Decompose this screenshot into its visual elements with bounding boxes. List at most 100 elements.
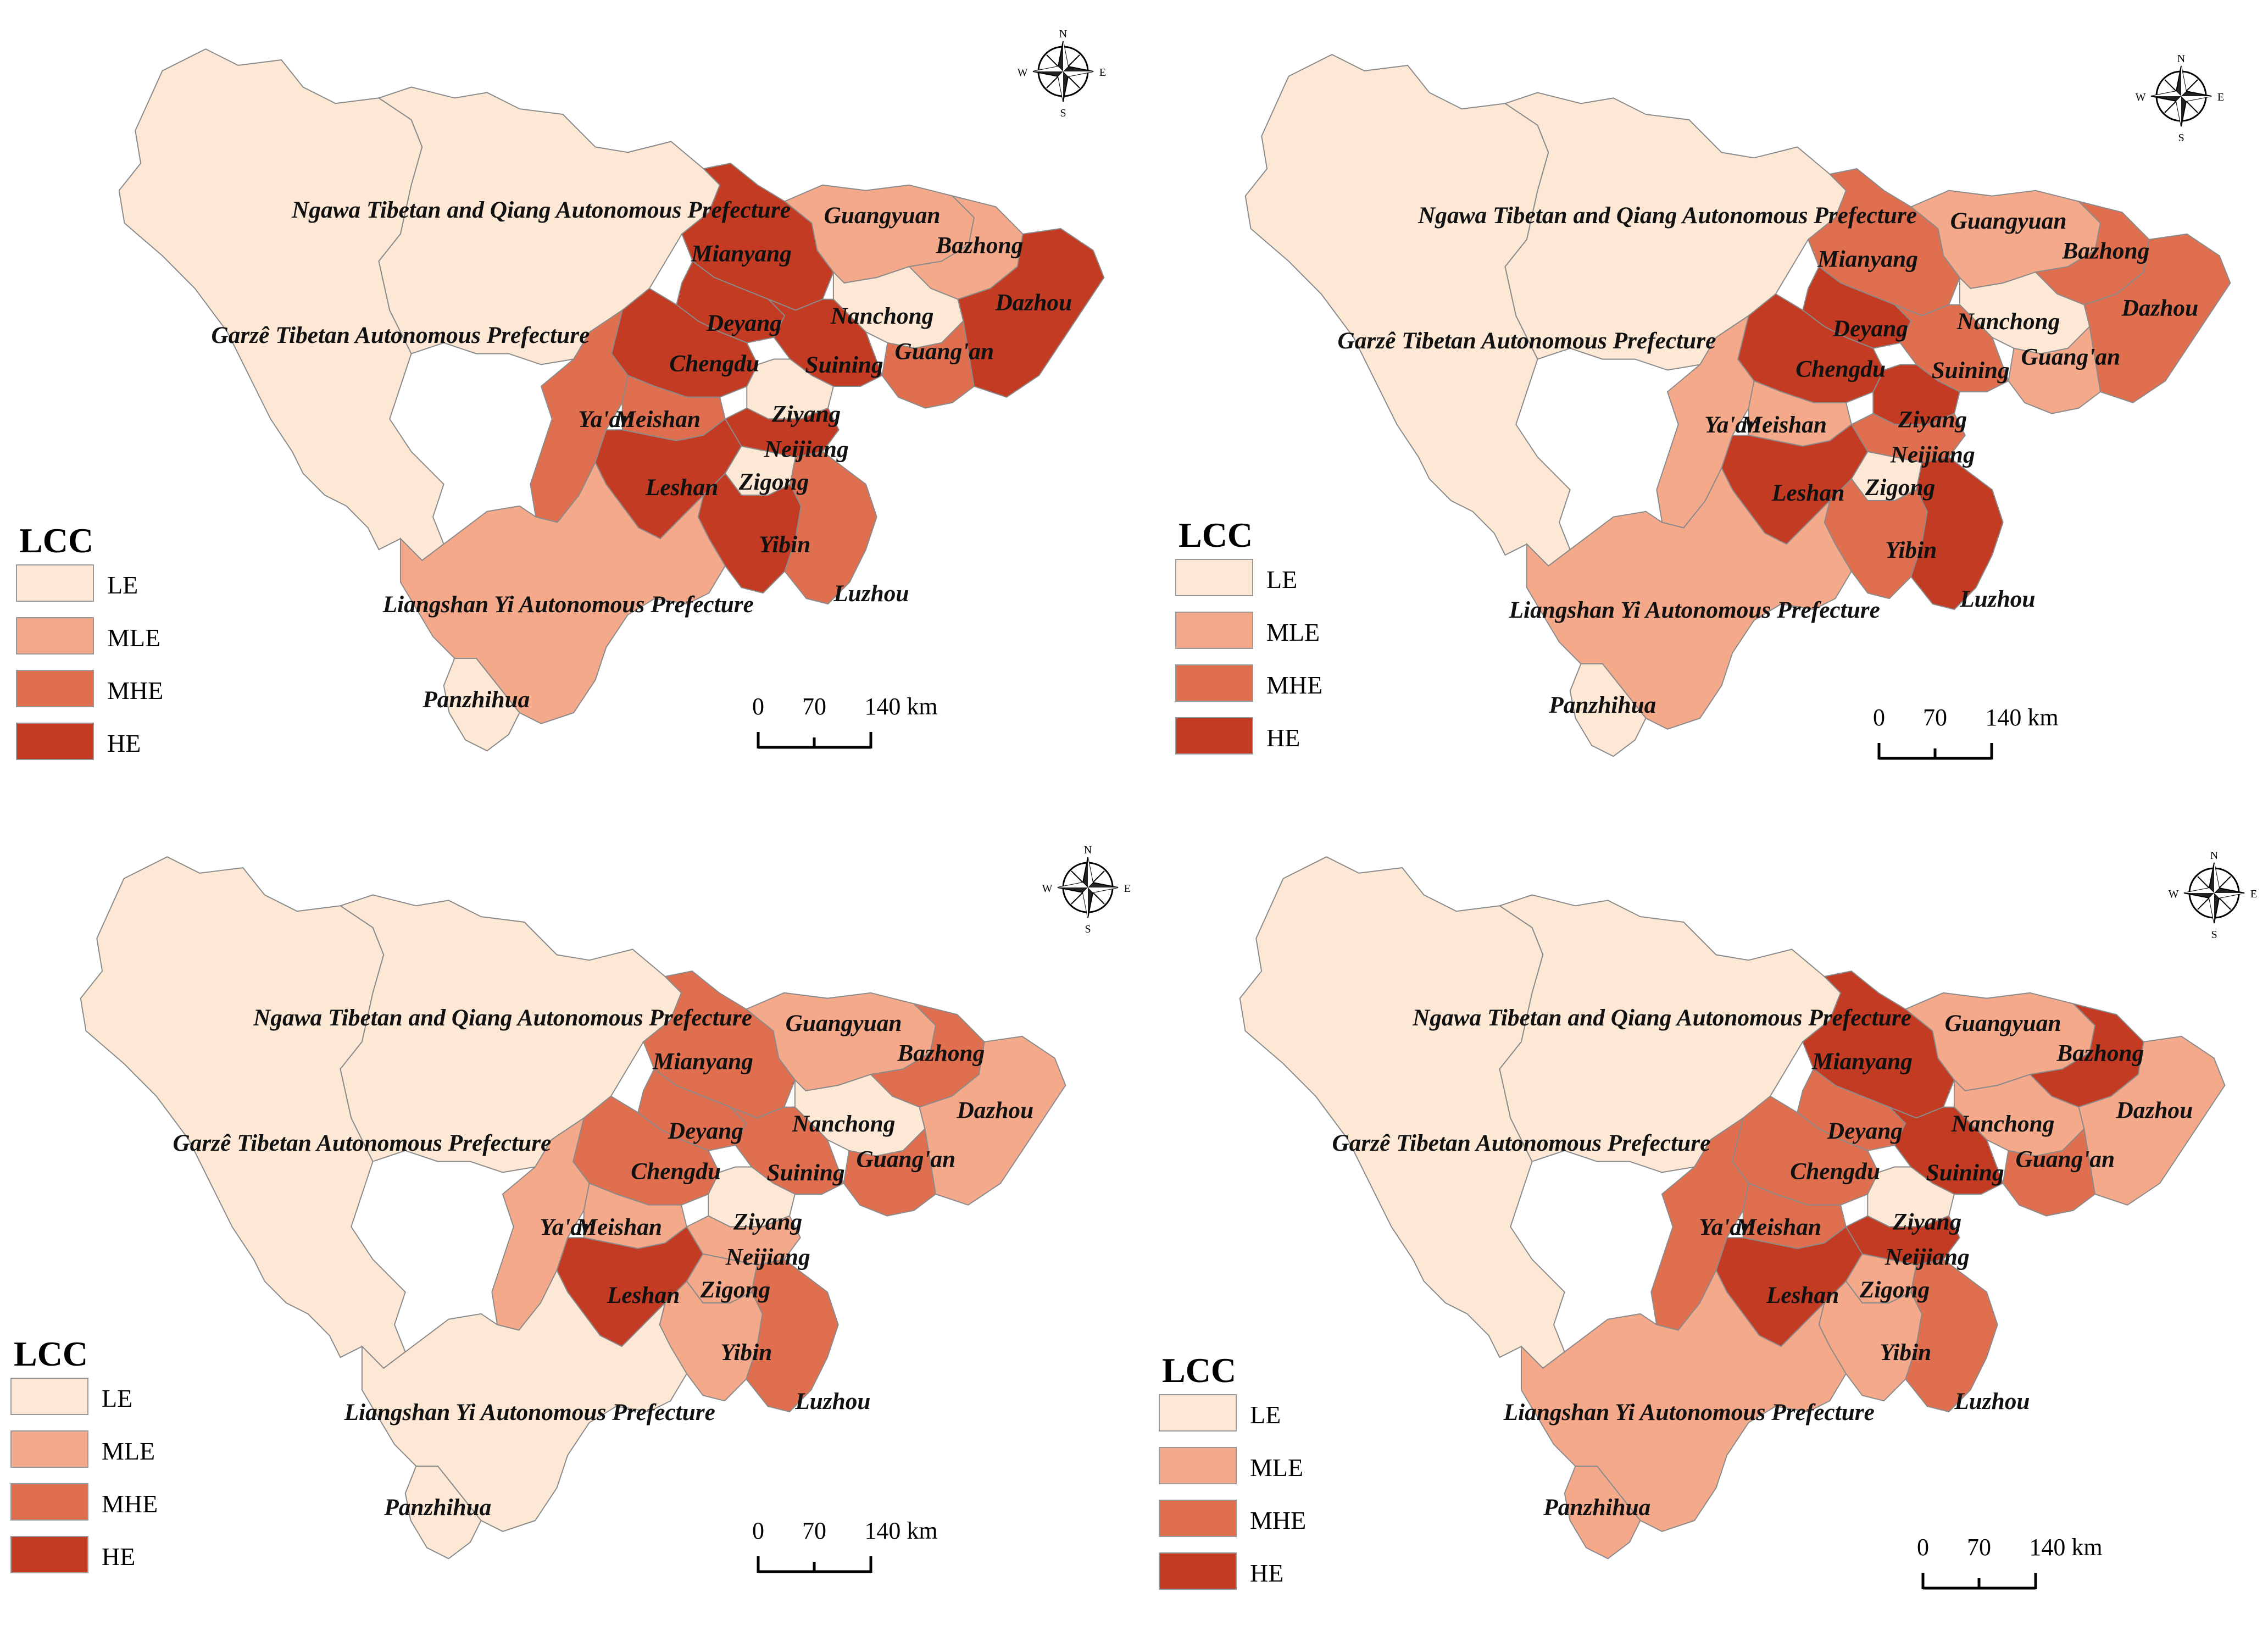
- scale-tick-label: 70: [1923, 704, 1947, 731]
- legend-swatch-mhe: [16, 670, 94, 707]
- legend-swatch-mle: [16, 617, 94, 654]
- compass-n-label: N: [2177, 53, 2185, 65]
- label-ngawa: Ngawa Tibetan and Qiang Autonomous Prefe…: [253, 1005, 752, 1031]
- scale-bar-line: [1921, 1573, 2037, 1590]
- label-meishan: Meishan: [1741, 412, 1827, 438]
- legend: LCC LE MLE MHE HE: [1159, 1351, 1306, 1590]
- legend-label-le: LE: [1250, 1401, 1281, 1429]
- label-panzhihua: Panzhihua: [383, 1494, 491, 1521]
- legend-swatch-mle: [10, 1430, 88, 1468]
- scale-tick-label: 0: [752, 1517, 764, 1544]
- label-guangyuan: Guangyuan: [1945, 1010, 2061, 1036]
- compass-e-label: E: [2217, 91, 2224, 103]
- legend-swatch-mhe: [1159, 1500, 1237, 1537]
- legend-label-mhe: MHE: [102, 1490, 158, 1518]
- legend-label-mhe: MHE: [1266, 671, 1322, 699]
- legend: LCC LE MLE MHE HE: [16, 521, 163, 760]
- compass-n-label: N: [1084, 844, 1092, 856]
- label-nanchong: Nanchong: [1951, 1111, 2055, 1137]
- legend-swatch-mhe: [10, 1483, 88, 1521]
- label-liangshan: Liangshan Yi Autonomous Prefecture: [1503, 1399, 1875, 1425]
- label-meishan: Meishan: [1735, 1214, 1822, 1240]
- label-chengdu: Chengdu: [1796, 356, 1886, 382]
- legend-swatch-he: [1159, 1552, 1237, 1590]
- compass-e-label: E: [2250, 888, 2257, 900]
- compass-s-label: S: [2211, 929, 2217, 941]
- label-guangan: Guang'an: [2021, 343, 2121, 370]
- region-guangan: [2008, 325, 2102, 414]
- label-zigong: Zigong: [1859, 1277, 1930, 1303]
- scale-tick-label: 0: [1917, 1534, 1929, 1561]
- legend-swatch-le: [16, 564, 94, 602]
- legend-swatch-le: [10, 1378, 88, 1415]
- region-suining: [768, 298, 883, 387]
- label-luzhou: Luzhou: [794, 1388, 870, 1414]
- compass-s-label: S: [1060, 107, 1066, 119]
- compass-s-label: S: [2178, 132, 2184, 144]
- label-liangshan: Liangshan Yi Autonomous Prefecture: [344, 1399, 715, 1425]
- label-yibin: Yibin: [1880, 1339, 1931, 1366]
- label-panzhihua: Panzhihua: [1548, 692, 1656, 718]
- compass-e-label: E: [1124, 883, 1131, 895]
- label-nanchong: Nanchong: [830, 303, 934, 329]
- label-suining: Suining: [1932, 357, 2010, 384]
- label-bazhong: Bazhong: [935, 232, 1023, 258]
- label-garze: Garzê Tibetan Autonomous Prefecture: [173, 1130, 551, 1156]
- region-deyang: [637, 1068, 747, 1151]
- region-panzhihua: [1564, 1466, 1641, 1560]
- label-suining: Suining: [805, 352, 883, 378]
- legend-swatch-mhe: [1175, 664, 1253, 702]
- legend-title: LCC: [14, 1334, 88, 1373]
- legend-swatch-he: [10, 1536, 88, 1573]
- map-panel-1: Ngawa Tibetan and Qiang Autonomous Prefe…: [118, 48, 1105, 752]
- label-deyang: Deyang: [1832, 315, 1908, 342]
- label-ziyang: Ziyang: [771, 401, 841, 427]
- legend-swatch-he: [16, 723, 94, 760]
- label-luzhou: Luzhou: [1959, 586, 2035, 612]
- label-dazhou: Dazhou: [2116, 1097, 2193, 1123]
- compass-s-label: S: [1085, 923, 1091, 935]
- label-mianyang: Mianyang: [652, 1048, 753, 1074]
- compass-n-label: N: [1059, 28, 1067, 40]
- legend-label-mle: MLE: [1266, 618, 1320, 646]
- label-chengdu: Chengdu: [631, 1158, 721, 1184]
- scale-bar: 0 70 140 km: [752, 1517, 938, 1573]
- label-luzhou: Luzhou: [833, 580, 909, 607]
- label-zigong: Zigong: [1865, 474, 1936, 501]
- legend-label-le: LE: [1266, 565, 1297, 593]
- scale-tick-label: 140 km: [1985, 704, 2058, 731]
- compass-w-label: W: [1042, 883, 1053, 895]
- compass-w-label: W: [1018, 66, 1028, 79]
- region-dazhou: [2083, 233, 2231, 403]
- label-garze: Garzê Tibetan Autonomous Prefecture: [211, 322, 590, 348]
- label-ngawa: Ngawa Tibetan and Qiang Autonomous Prefe…: [1412, 1005, 1911, 1031]
- label-suining: Suining: [767, 1160, 845, 1186]
- label-bazhong: Bazhong: [897, 1040, 985, 1066]
- label-leshan: Leshan: [1766, 1282, 1839, 1308]
- region-deyang: [1797, 1068, 1906, 1151]
- label-panzhihua: Panzhihua: [1543, 1494, 1650, 1521]
- region-deyang: [1802, 265, 1912, 349]
- region-panzhihua: [443, 658, 520, 752]
- label-ngawa: Ngawa Tibetan and Qiang Autonomous Prefe…: [1418, 202, 1917, 229]
- label-leshan: Leshan: [645, 474, 718, 501]
- label-deyang: Deyang: [1827, 1118, 1903, 1144]
- label-leshan: Leshan: [607, 1282, 680, 1308]
- legend-label-he: HE: [1266, 724, 1300, 752]
- scale-tick-label: 70: [1967, 1534, 1991, 1561]
- legend-label-he: HE: [102, 1543, 135, 1571]
- label-mianyang: Mianyang: [1811, 1048, 1913, 1074]
- label-chengdu: Chengdu: [669, 350, 759, 376]
- legend: LCC LE MLE MHE HE: [10, 1334, 158, 1573]
- label-guangan: Guang'an: [2016, 1146, 2115, 1172]
- map-panel-2: Ngawa Tibetan and Qiang Autonomous Prefe…: [1244, 54, 2231, 757]
- region-luzhou: [784, 451, 877, 605]
- label-yaan: Ya'an: [1704, 412, 1760, 438]
- legend-swatch-le: [1175, 559, 1253, 596]
- label-guangan: Guang'an: [857, 1146, 956, 1172]
- label-meishan: Meishan: [576, 1214, 663, 1240]
- label-leshan: Leshan: [1771, 480, 1844, 506]
- legend-label-le: LE: [107, 571, 138, 599]
- legend-label-mle: MLE: [107, 624, 160, 652]
